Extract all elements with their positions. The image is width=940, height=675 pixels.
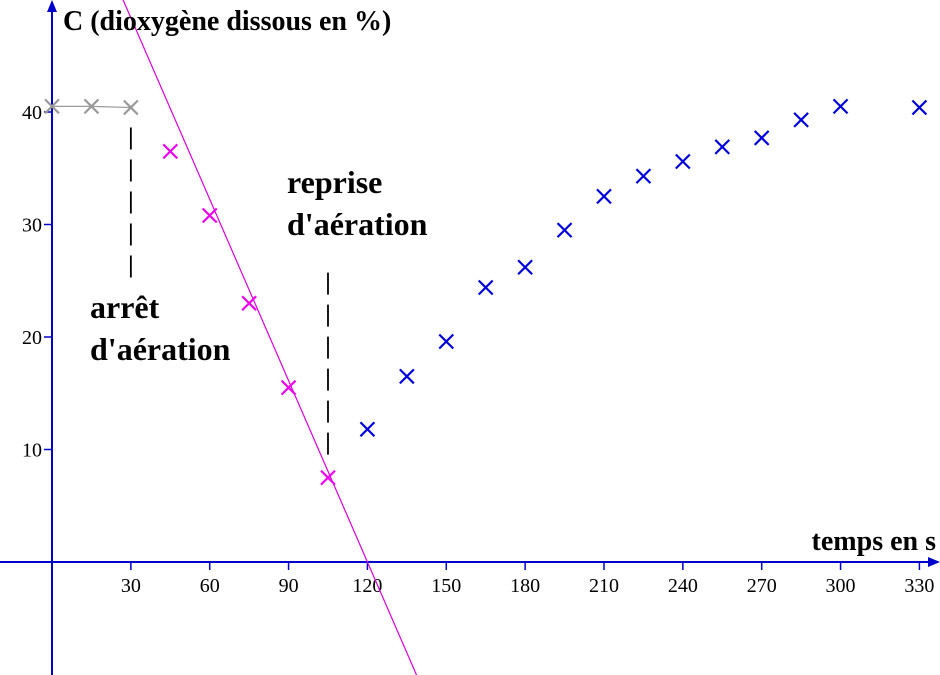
- fit-line: [122, 0, 418, 675]
- data-point: [793, 112, 809, 128]
- data-point: [241, 295, 257, 312]
- x-tick-label: 210: [589, 575, 619, 597]
- x-tick-label: 150: [431, 575, 461, 597]
- x-axis-arrow: [928, 557, 940, 567]
- x-tick-label: 300: [826, 575, 856, 597]
- data-point: [320, 469, 336, 486]
- annotations: arrêt d'aération reprise d'aération: [90, 127, 428, 456]
- data-point: [359, 421, 376, 438]
- annotation-text: d'aération: [90, 331, 231, 367]
- data-point: [83, 98, 100, 115]
- x-tick-label: 30: [121, 575, 141, 597]
- x-tick-label: 90: [279, 575, 299, 597]
- x-axis-label: temps en s: [812, 526, 937, 557]
- y-tick-label: 30: [22, 215, 42, 237]
- data-points: [44, 98, 928, 486]
- data-point: [44, 98, 60, 115]
- data-point: [753, 130, 770, 146]
- annotation-text: d'aération: [287, 206, 428, 242]
- fit-line-group: [122, 0, 418, 675]
- annotation-text: reprise: [287, 164, 382, 200]
- data-point: [162, 143, 179, 160]
- data-point: [477, 279, 494, 296]
- data-point: [201, 207, 218, 224]
- data-point: [556, 222, 573, 238]
- x-tick-label: 240: [668, 575, 698, 597]
- data-point: [596, 188, 612, 205]
- x-tick-label: 60: [200, 575, 220, 597]
- data-point: [280, 379, 297, 396]
- data-point: [438, 333, 455, 350]
- data-point: [832, 98, 849, 115]
- data-point: [123, 99, 139, 116]
- y-tick-label: 10: [22, 440, 42, 462]
- data-point: [714, 139, 731, 155]
- x-tick-label: 270: [747, 575, 777, 597]
- data-point: [399, 368, 415, 385]
- data-point: [635, 168, 652, 184]
- x-tick-label: 330: [904, 575, 934, 597]
- y-tick-label: 20: [22, 327, 42, 349]
- data-point: [911, 99, 928, 116]
- annotation-text: arrêt: [90, 289, 160, 325]
- x-tick-label: 180: [510, 575, 540, 597]
- data-point: [517, 259, 533, 276]
- data-point: [675, 153, 691, 170]
- y-axis-arrow: [47, 0, 57, 12]
- y-axis-label: C (dioxygène dissous en %): [63, 6, 391, 37]
- y-tick-label: 40: [22, 102, 42, 124]
